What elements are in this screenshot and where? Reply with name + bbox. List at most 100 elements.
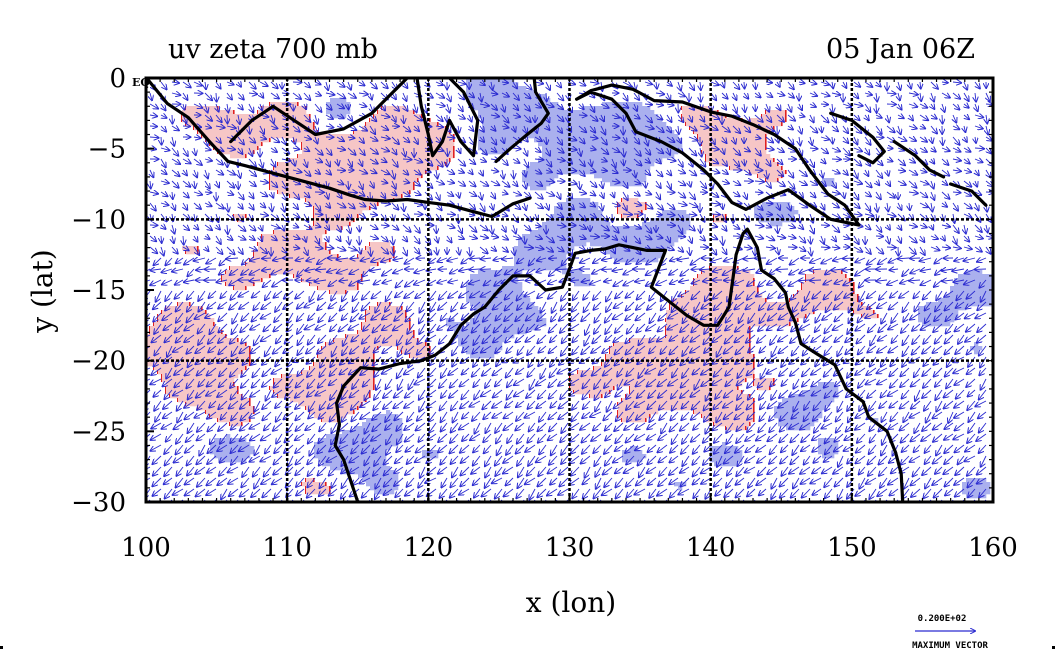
vorticity-cell (470, 338, 475, 343)
vorticity-cell (470, 326, 475, 331)
vorticity-cell (486, 318, 491, 323)
vorticity-cell (634, 410, 639, 415)
vorticity-cell (342, 162, 347, 167)
vorticity-cell (614, 370, 619, 375)
vorticity-cell (346, 110, 351, 115)
vorticity-cell (318, 134, 323, 139)
vorticity-cell (638, 406, 643, 411)
vorticity-cell (310, 170, 315, 175)
vorticity-cell (594, 378, 599, 383)
vorticity-cell (206, 378, 211, 383)
vorticity-cell (154, 334, 159, 339)
vorticity-cell (406, 346, 411, 351)
vorticity-cell (366, 438, 371, 443)
vorticity-cell (550, 230, 555, 235)
vorticity-cell (630, 174, 635, 179)
vorticity-cell (294, 266, 299, 271)
vorticity-cell (214, 350, 219, 355)
vorticity-cell (630, 242, 635, 247)
vorticity-cell (342, 366, 347, 371)
vorticity-cell (374, 182, 379, 187)
vorticity-cell (466, 326, 471, 331)
vorticity-cell (166, 386, 171, 391)
vorticity-cell (518, 102, 523, 107)
vorticity-cell (202, 386, 207, 391)
vorticity-cell (374, 186, 379, 191)
vorticity-cell (370, 178, 375, 183)
vorticity-cell (570, 386, 575, 391)
vorticity-cell (278, 230, 283, 235)
vorticity-cell (374, 490, 379, 495)
vorticity-cell (218, 114, 223, 119)
vorticity-cell (234, 386, 239, 391)
vorticity-cell (330, 346, 335, 351)
vorticity-cell (518, 254, 523, 259)
vorticity-cell (602, 390, 607, 395)
vorticity-cell (338, 274, 343, 279)
vorticity-cell (326, 166, 331, 171)
vorticity-cell (390, 474, 395, 479)
vorticity-cell (214, 370, 219, 375)
vorticity-cell (246, 398, 251, 403)
vorticity-cell (318, 398, 323, 403)
vorticity-cell (586, 206, 591, 211)
vorticity-cell (622, 130, 627, 135)
vorticity-cell (410, 142, 415, 147)
vorticity-cell (630, 238, 635, 243)
vorticity-cell (398, 422, 403, 427)
vorticity-cell (638, 174, 643, 179)
vorticity-cell (626, 230, 631, 235)
vorticity-cell (586, 238, 591, 243)
vorticity-cell (598, 122, 603, 127)
vorticity-cell (330, 434, 335, 439)
vorticity-cell (382, 334, 387, 339)
vorticity-cell (646, 342, 651, 347)
vorticity-cell (382, 254, 387, 259)
vorticity-cell (230, 378, 235, 383)
vorticity-cell (458, 342, 463, 347)
vorticity-cell (478, 318, 483, 323)
vorticity-cell (642, 178, 647, 183)
vorticity-cell (550, 146, 555, 151)
vorticity-cell (242, 454, 247, 459)
vorticity-cell (354, 154, 359, 159)
vorticity-cell (202, 350, 207, 355)
vorticity-cell (594, 150, 599, 155)
vorticity-cell (334, 198, 339, 203)
vorticity-cell (386, 162, 391, 167)
vorticity-cell (470, 354, 475, 359)
vorticity-cell (374, 178, 379, 183)
vorticity-cell (234, 266, 239, 271)
vorticity-contour (269, 182, 271, 186)
vorticity-cell (634, 454, 639, 459)
vorticity-contour (409, 318, 411, 322)
vorticity-cell (430, 134, 435, 139)
vorticity-cell (630, 138, 635, 143)
vorticity-cell (490, 122, 495, 127)
vorticity-cell (594, 222, 599, 227)
vorticity-cell (430, 130, 435, 135)
vorticity-cell (634, 338, 639, 343)
vorticity-cell (606, 374, 611, 379)
vorticity-cell (350, 138, 355, 143)
vorticity-cell (386, 122, 391, 127)
vorticity-cell (406, 174, 411, 179)
vorticity-cell (478, 86, 483, 91)
vorticity-cell (534, 238, 539, 243)
vorticity-cell (422, 126, 427, 131)
vorticity-cell (234, 114, 239, 119)
vorticity-cell (374, 466, 379, 471)
vorticity-cell (190, 106, 195, 111)
vorticity-cell (514, 290, 519, 295)
vorticity-cell (382, 138, 387, 143)
vorticity-cell (546, 134, 551, 139)
vorticity-cell (578, 282, 583, 287)
vorticity-cell (298, 230, 303, 235)
vorticity-contour (373, 354, 375, 358)
vorticity-cell (354, 146, 359, 151)
vorticity-cell (198, 322, 203, 327)
vorticity-cell (494, 322, 499, 327)
vorticity-contour (353, 410, 355, 414)
vorticity-cell (470, 274, 475, 279)
vorticity-cell (330, 454, 335, 459)
